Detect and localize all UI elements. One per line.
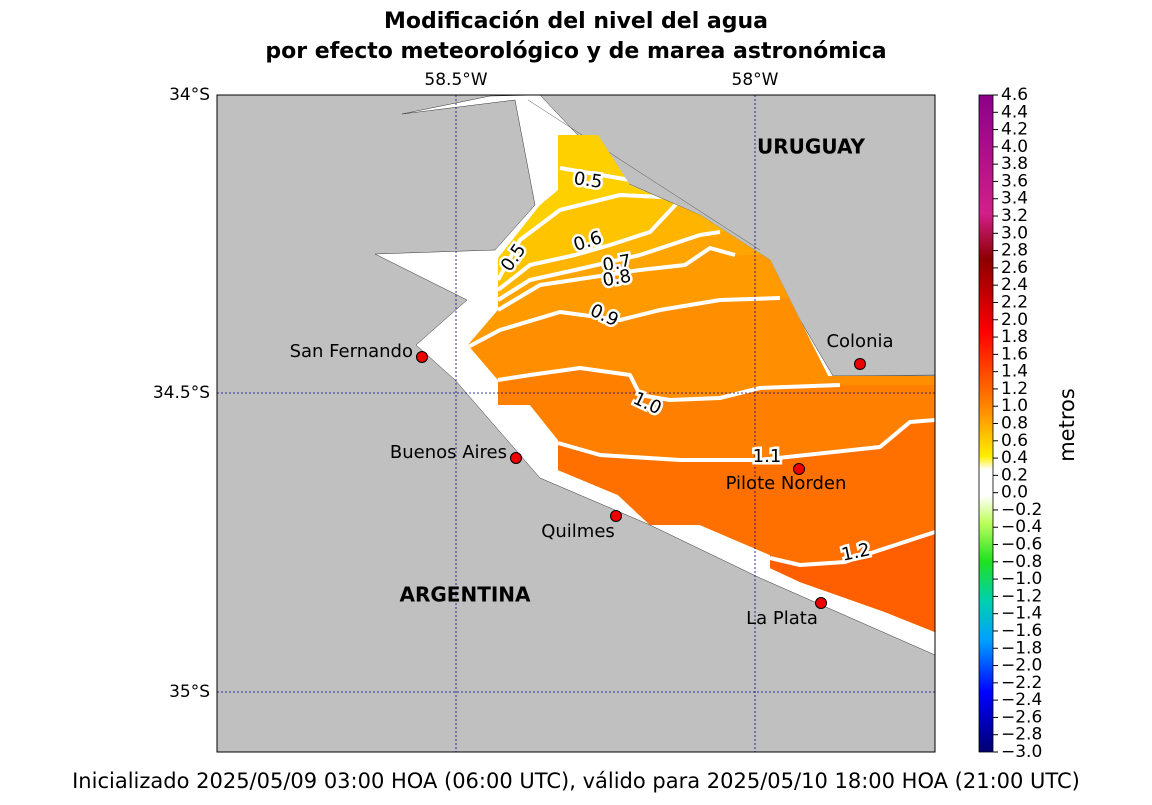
colorbar-tick-label: 2.6 <box>1001 258 1028 278</box>
colorbar-tick-label: 3.4 <box>1001 189 1028 209</box>
contour-line <box>559 166 631 182</box>
place-label: San Fernando <box>290 341 413 362</box>
colorbar-tick-label: 1.4 <box>1001 362 1028 382</box>
place-label: Quilmes <box>541 521 615 542</box>
lon-label: 58.5°W <box>424 70 487 90</box>
place-label: Colonia <box>826 331 893 352</box>
border <box>832 374 935 377</box>
colorbar-tick-label: 4.0 <box>1001 137 1028 157</box>
title: Modificación del nivel del agua <box>384 9 768 34</box>
border <box>527 99 761 251</box>
contour-line <box>496 198 682 292</box>
colorbar-tick-label: −0.2 <box>1001 500 1042 520</box>
colorbar-tick-label: −1.8 <box>1001 638 1042 658</box>
contour-line <box>496 230 721 302</box>
country-label: ARGENTINA <box>400 583 532 607</box>
colorbar-tick-label: −2.8 <box>1001 725 1042 745</box>
title: por efecto meteorológico y de marea astr… <box>265 39 886 64</box>
map-area: 0.5 0.5 0.6 0.7 0.8 0.9 1.0 1.1 1.2 URUG… <box>217 95 935 752</box>
colorbar-tick-label: 3.8 <box>1001 154 1028 174</box>
map-frame <box>216 94 936 753</box>
place-label: Pilote Norden <box>726 473 847 494</box>
colorbar-tick-label: 1.8 <box>1001 327 1028 347</box>
colorbar-tick-label: −1.0 <box>1001 569 1042 589</box>
colorbar <box>978 94 994 753</box>
colorbar-tick-label: 2.2 <box>1001 292 1028 312</box>
colorbar-tick-label: −2.0 <box>1001 656 1042 676</box>
colorbar-tick-label: −2.2 <box>1001 673 1042 693</box>
contour-label: 1.1 <box>753 446 782 467</box>
colorbar-tick-label: −0.8 <box>1001 552 1042 572</box>
station <box>815 597 827 609</box>
colorbar-tick-label: 4.4 <box>1001 102 1028 122</box>
contour-label: 0.5 <box>572 168 603 193</box>
colorbar-tick-label: 3.6 <box>1001 171 1028 191</box>
colorbar-tick-label: 3.0 <box>1001 223 1028 243</box>
colorbar-tick-label: 4.2 <box>1001 120 1028 140</box>
contour-line <box>496 193 681 281</box>
colorbar-tick-label: −1.2 <box>1001 586 1042 606</box>
colorbar-tick-label: 3.2 <box>1001 206 1028 226</box>
colorbar-tick-label: 0.6 <box>1001 431 1028 451</box>
lat-label: 35°S <box>169 682 210 702</box>
colorbar-tick-label: −2.6 <box>1001 707 1042 727</box>
colorbar-tick-label: 2.8 <box>1001 241 1028 261</box>
footer: Inicializado 2025/05/09 03:00 HOA (06:00… <box>72 769 1080 793</box>
colorbar-tick-label: 1.2 <box>1001 379 1028 399</box>
place-label: La Plata <box>746 608 818 629</box>
colorbar-tick-label: 0.2 <box>1001 465 1028 485</box>
colorbar-tick-label: 2.0 <box>1001 310 1028 330</box>
place-label: Buenos Aires <box>390 442 507 463</box>
colorbar-tick-label: −2.4 <box>1001 690 1042 710</box>
station <box>610 510 622 522</box>
colorbar-tick-label: −0.4 <box>1001 517 1042 537</box>
colorbar-label: metros <box>1055 388 1079 462</box>
station <box>510 452 522 464</box>
lat-label: 34.5°S <box>153 383 210 403</box>
station <box>416 351 428 363</box>
station <box>793 463 805 475</box>
colorbar-tick-label: −0.6 <box>1001 535 1042 555</box>
colorbar-tick-label: −1.4 <box>1001 604 1042 624</box>
contour-line <box>496 246 736 312</box>
colorbar-tick-label: 0.8 <box>1001 414 1028 434</box>
contour-line <box>497 366 841 402</box>
colorbar-ticks: −3.0−2.8−2.6−2.4−2.2−2.0−1.8−1.6−1.4−1.2… <box>993 85 1042 762</box>
colorbar-tick-label: 1.0 <box>1001 396 1028 416</box>
contour-line <box>557 418 935 462</box>
colorbar-tick-label: −1.6 <box>1001 621 1042 641</box>
colorbar-tick-label: 0.4 <box>1001 448 1028 468</box>
contour-line <box>769 530 935 567</box>
colorbar-tick-label: −3.0 <box>1001 742 1042 762</box>
colorbar-tick-label: 1.6 <box>1001 344 1028 364</box>
colorbar-tick-label: 0.0 <box>1001 483 1028 503</box>
lat-label: 34°S <box>169 85 210 105</box>
colorbar-tick-label: 4.6 <box>1001 85 1028 105</box>
station <box>854 358 866 370</box>
contour-line <box>468 296 781 349</box>
country-label: URUGUAY <box>757 135 865 159</box>
lon-label: 58°W <box>732 70 779 90</box>
colorbar-tick-label: 2.4 <box>1001 275 1028 295</box>
